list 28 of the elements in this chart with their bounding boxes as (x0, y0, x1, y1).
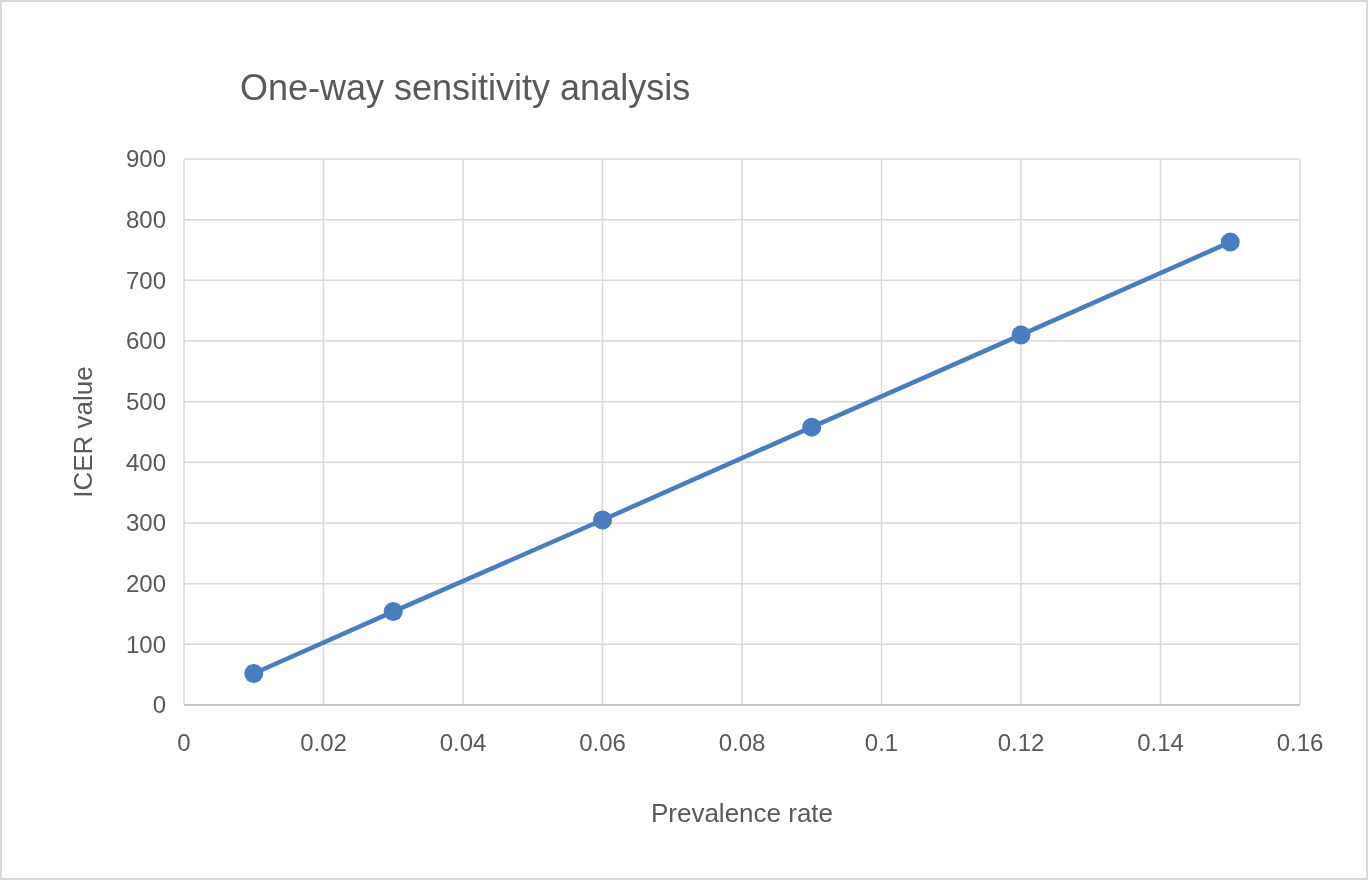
point (1011, 325, 1031, 345)
x-tick-label: 0.02 (300, 729, 347, 756)
y-axis-title: ICER value (68, 366, 98, 498)
x-tick-label: 0.14 (1137, 729, 1184, 756)
x-tick-label: 0.04 (439, 729, 487, 756)
point (1220, 232, 1240, 252)
x-tick-label: 0.12 (997, 729, 1045, 756)
y-tick-label: 500 (125, 388, 166, 416)
x-tick-label: 0.1 (864, 729, 899, 756)
x-axis-title: Prevalence rate (650, 798, 834, 828)
y-tick-label: 300 (125, 509, 166, 537)
x-tick-label: 0.16 (1276, 729, 1324, 756)
y-tick-label: 400 (125, 448, 166, 476)
point (593, 510, 612, 530)
chart-title: One-way sensitivity analysis (240, 67, 691, 108)
y-tick-label: 900 (125, 145, 166, 173)
y-tick-label: 0 (152, 691, 166, 719)
y-tick-label: 700 (125, 266, 166, 294)
point (383, 602, 403, 622)
point (802, 417, 822, 437)
point (244, 663, 264, 683)
x-tick-label: 0.08 (718, 729, 766, 756)
y-tick-label: 800 (125, 206, 166, 234)
y-tick-label: 200 (125, 570, 166, 598)
x-tick-label: 0 (177, 729, 191, 756)
x-tick-label: 0.06 (579, 729, 626, 756)
y-tick-label: 600 (125, 327, 166, 355)
y-tick-label: 100 (125, 630, 166, 658)
